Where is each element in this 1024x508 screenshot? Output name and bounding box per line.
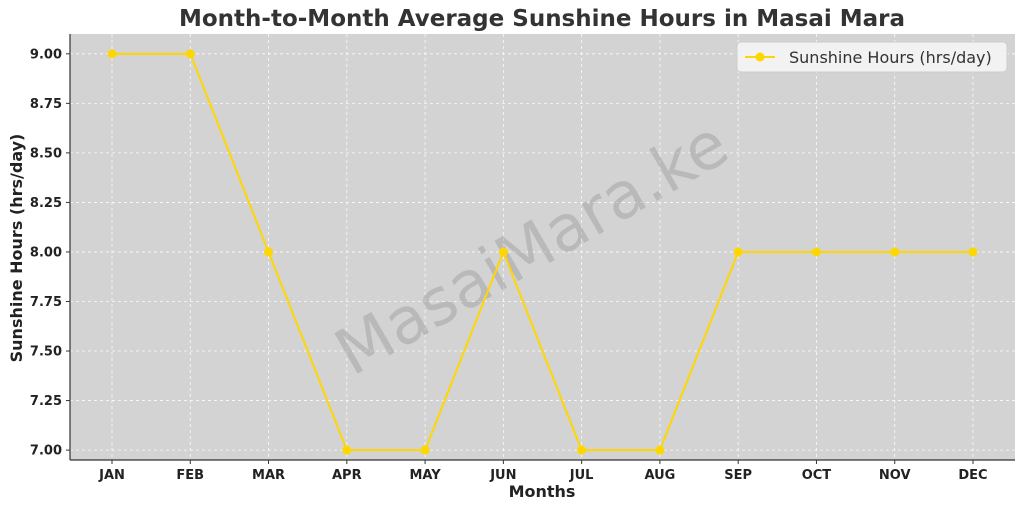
- y-tick-labels: 7.00 7.25 7.50 7.75 8.00 8.25 8.50 8.75 9.00: [30, 47, 70, 459]
- x-axis-label: Months: [509, 482, 576, 501]
- y-tick-label: 7.75: [30, 295, 62, 310]
- x-tick-label: FEB: [176, 468, 204, 483]
- legend: Sunshine Hours (hrs/day): [736, 41, 1008, 73]
- y-tick-label: 8.50: [30, 146, 62, 161]
- x-tick-label: AUG: [644, 468, 675, 483]
- x-tick-label: JUN: [489, 468, 516, 483]
- data-point: [342, 445, 352, 455]
- y-tick-label: 7.00: [30, 444, 62, 459]
- chart-title: Month-to-Month Average Sunshine Hours in…: [179, 6, 905, 32]
- data-point: [107, 49, 117, 59]
- x-tick-label: SEP: [724, 468, 752, 483]
- x-tick-label: JUL: [569, 468, 594, 483]
- x-tick-label: DEC: [958, 468, 987, 483]
- y-tick-label: 8.75: [30, 97, 62, 112]
- x-tick-label: APR: [332, 468, 362, 483]
- axes: [69, 34, 1015, 461]
- x-tick-labels: JAN FEB MAR APR MAY JUN JUL AUG SEP OCT NOV DEC: [98, 460, 988, 483]
- x-tick-label: MAR: [252, 468, 285, 483]
- data-point: [264, 247, 274, 257]
- x-tick-label: OCT: [802, 468, 832, 483]
- series-layer: [107, 49, 978, 455]
- data-point: [577, 445, 587, 455]
- grid: [70, 34, 1015, 460]
- data-point: [185, 49, 195, 59]
- data-point: [655, 445, 665, 455]
- data-point: [420, 445, 430, 455]
- legend-box: [736, 41, 1008, 73]
- y-tick-label: 8.25: [30, 196, 62, 211]
- data-point: [890, 247, 900, 257]
- data-point: [733, 247, 743, 257]
- data-point: [498, 247, 508, 257]
- x-tick-label: NOV: [879, 468, 911, 483]
- legend-marker: [755, 52, 765, 62]
- y-axis-label: Sunshine Hours (hrs/day): [7, 134, 26, 363]
- y-tick-label: 7.50: [30, 345, 62, 360]
- data-point: [811, 247, 821, 257]
- y-tick-label: 8.00: [30, 245, 62, 260]
- x-tick-label: MAY: [410, 468, 442, 483]
- series-line: [112, 52, 973, 452]
- plot-area: [70, 34, 1015, 460]
- legend-label: Sunshine Hours (hrs/day): [789, 48, 992, 67]
- data-point: [968, 247, 978, 257]
- y-tick-label: 7.25: [30, 394, 62, 409]
- x-tick-label: JAN: [98, 468, 125, 483]
- y-tick-label: 9.00: [30, 47, 62, 62]
